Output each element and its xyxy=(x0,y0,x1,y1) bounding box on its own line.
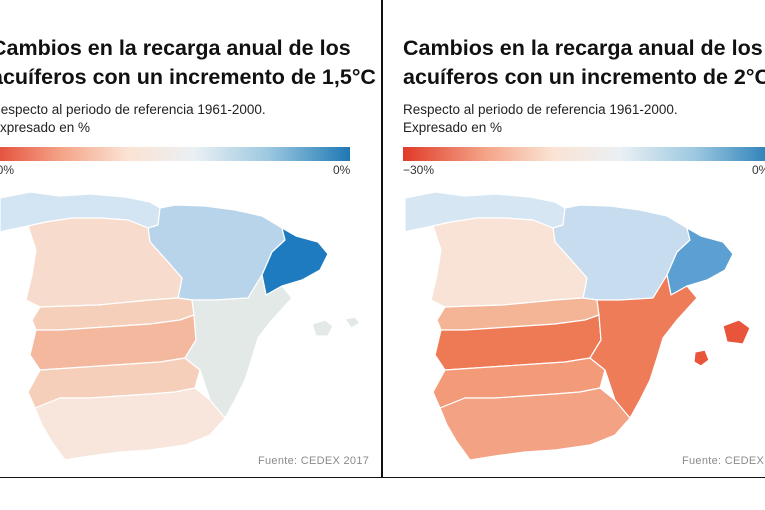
color-scale-legend xyxy=(0,147,350,161)
map-panel-2c: Cambios en la recarga anual de los acuíf… xyxy=(383,0,765,478)
region-baleares-ibiza xyxy=(693,349,710,367)
region-levante xyxy=(184,274,293,419)
source-note: Fuente: CEDEX 2017 xyxy=(682,455,765,467)
spain-basins-map xyxy=(0,191,361,461)
region-baleares-mallorca xyxy=(311,319,334,337)
legend-min-label: -30% xyxy=(0,163,15,177)
region-baleares-menorca xyxy=(344,316,361,329)
subtitle-line-2: Expresado en % xyxy=(403,120,503,135)
panel-divider xyxy=(381,0,383,478)
map-subtitle: Respecto al periodo de referencia 1961-2… xyxy=(403,101,678,137)
region-baleares-mallorca xyxy=(722,319,751,345)
legend-max-label: 0% xyxy=(333,163,351,177)
legend-min-label: −30% xyxy=(403,163,435,177)
map-title: Cambios en la recarga anual de los acuíf… xyxy=(0,34,376,92)
legend-max-label: 0% xyxy=(752,163,765,177)
map-title-line-2: acuíferos con un incremento de 2°C xyxy=(403,65,765,89)
color-scale-legend xyxy=(403,147,765,161)
map-subtitle: Respecto al periodo de referencia 1961-2… xyxy=(0,101,266,137)
region-levante xyxy=(589,274,698,419)
map-title-line-1: Cambios en la recarga anual de los xyxy=(0,36,351,60)
map-title-line-2: acuíferos con un incremento de 1,5°C xyxy=(0,65,376,89)
map-panel-1-5c: Cambios en la recarga anual de los acuíf… xyxy=(0,0,381,478)
subtitle-line-1: Respecto al periodo de referencia 1961-2… xyxy=(0,102,266,117)
subtitle-line-1: Respecto al periodo de referencia 1961-2… xyxy=(403,102,678,117)
spain-basins-map xyxy=(404,191,751,461)
region-sur xyxy=(439,387,631,461)
region-cataluna xyxy=(261,227,329,296)
map-title-line-1: Cambios en la recarga anual de los xyxy=(403,36,763,60)
region-cataluna xyxy=(666,227,734,296)
subtitle-line-2: Expresado en % xyxy=(0,120,91,135)
region-sur xyxy=(34,387,226,461)
map-title: Cambios en la recarga anual de los acuíf… xyxy=(403,34,765,92)
bottom-border xyxy=(0,477,765,478)
source-note: Fuente: CEDEX 2017 xyxy=(258,455,370,467)
